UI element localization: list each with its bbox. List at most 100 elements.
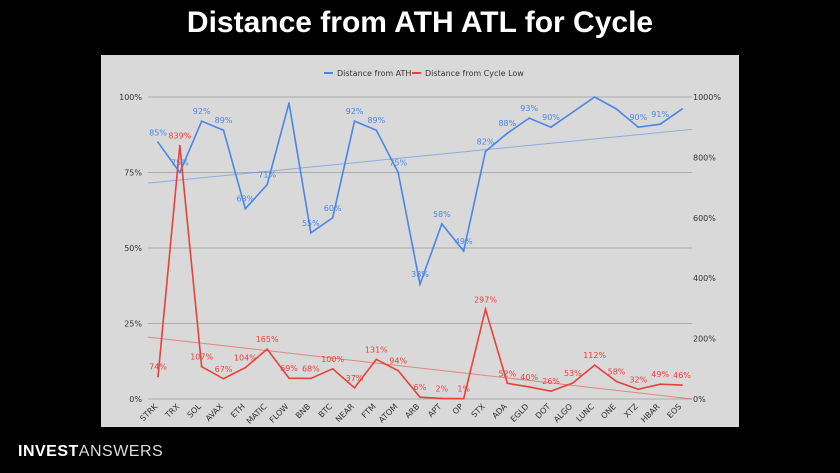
x-category-label: ARB: [403, 402, 421, 420]
data-point: [484, 150, 487, 153]
data-point: [484, 308, 487, 311]
data-point: [309, 377, 312, 380]
x-category-label: EOS: [665, 402, 683, 420]
data-point: [571, 111, 574, 113]
data-point: [528, 117, 531, 120]
data-label: 40%: [520, 373, 538, 382]
data-label: 107%: [190, 353, 213, 362]
data-label: 297%: [474, 295, 497, 304]
data-labels: 85%75%92%89%63%71%55%60%92%89%75%38%58%4…: [149, 104, 691, 394]
x-category-label: AVAX: [204, 402, 225, 423]
data-label: 67%: [215, 365, 233, 374]
x-category-label: STX: [470, 402, 488, 420]
x-category-label: EGLD: [509, 402, 531, 424]
x-category-label: SOL: [186, 402, 204, 420]
data-point: [331, 367, 334, 370]
data-point: [266, 183, 269, 186]
data-label: 49%: [651, 370, 669, 379]
data-point: [288, 102, 290, 104]
data-point: [462, 250, 465, 252]
data-label: 6%: [414, 383, 427, 392]
data-label: 89%: [367, 116, 385, 125]
chart-panel: 85% 75% 92% 89% 63% 71% 55% 60% 92% 89% 75% 38% 58% 4…: [101, 55, 739, 427]
y-right-tick: 400%: [693, 274, 716, 283]
legend-label: Distance from ATH: [337, 69, 411, 78]
brand-logo: INVESTANSWERS: [18, 443, 163, 461]
x-category-label: APT: [426, 402, 443, 419]
data-label: 112%: [583, 351, 606, 360]
data-label: 74%: [149, 363, 167, 372]
data-label: 75%: [171, 159, 189, 168]
data-point: [681, 384, 683, 387]
data-label: 46%: [673, 371, 691, 380]
grid-lines: [148, 96, 692, 400]
data-point: [157, 141, 159, 144]
data-point: [244, 366, 247, 369]
data-label: 58%: [608, 367, 626, 376]
data-label: 2%: [435, 384, 448, 393]
data-label: 131%: [365, 345, 388, 354]
data-point: [222, 377, 225, 380]
trendline-cycle-low: [147, 336, 693, 400]
data-point: [440, 397, 443, 400]
x-category-label: DOT: [534, 402, 553, 421]
data-label: 60%: [324, 204, 342, 213]
data-point: [266, 348, 269, 351]
x-category-label: ATOM: [377, 402, 400, 425]
y-right-tick: 1000%: [693, 93, 721, 102]
data-point: [506, 382, 509, 385]
y-left-tick: 50%: [124, 244, 142, 253]
data-point: [178, 144, 181, 147]
data-label: 94%: [389, 357, 407, 366]
data-label: 69%: [280, 364, 298, 373]
data-label: 88%: [498, 119, 516, 128]
data-label: 37%: [346, 374, 364, 383]
brand-part-2: ANSWERS: [78, 443, 164, 460]
data-label: 68%: [302, 364, 320, 373]
data-point: [659, 383, 662, 386]
data-point: [593, 96, 596, 98]
data-label: 90%: [629, 113, 647, 122]
data-point: [309, 232, 312, 234]
data-point: [637, 388, 640, 391]
data-point: [528, 386, 531, 388]
x-category-label: ONE: [599, 402, 618, 421]
data-point: [353, 120, 356, 123]
data-label: 104%: [234, 354, 257, 363]
x-category-label: HBAR: [639, 402, 662, 425]
trendline-ath: [147, 128, 693, 184]
x-category-label: XTZ: [622, 402, 640, 420]
data-label: 71%: [258, 171, 276, 180]
data-point: [375, 129, 378, 132]
legend-label: Distance from Cycle Low: [425, 69, 524, 78]
data-point: [615, 380, 618, 383]
y-right-tick: 800%: [693, 153, 716, 162]
data-label: 100%: [321, 355, 344, 364]
data-point: [331, 216, 334, 219]
data-label: 63%: [236, 195, 254, 204]
data-label: 92%: [193, 107, 211, 116]
y-left-tick: 0%: [129, 395, 142, 404]
legend: Distance from ATH Distance from Cycle Low: [324, 69, 524, 78]
data-label: 52%: [498, 369, 516, 378]
data-point: [550, 390, 552, 393]
data-point: [200, 120, 203, 123]
data-point: [593, 364, 596, 367]
x-category-label: MATIC: [245, 402, 269, 426]
data-point: [397, 369, 400, 372]
data-point: [288, 377, 290, 380]
series-line-ath: [157, 96, 683, 288]
x-category-label: FLOW: [268, 402, 291, 425]
data-label: 91%: [651, 110, 669, 119]
data-label: 49%: [455, 237, 473, 246]
data-label: 92%: [346, 107, 364, 116]
data-label: 53%: [564, 369, 582, 378]
data-label: 165%: [256, 335, 279, 344]
x-category-label: BNB: [294, 402, 312, 420]
data-label: 38%: [411, 270, 429, 279]
y-right-tick: 0%: [693, 395, 706, 404]
trendlines: [147, 128, 693, 400]
data-point: [506, 132, 509, 135]
data-label: 75%: [389, 159, 407, 168]
y-left-tick: 75%: [124, 169, 142, 178]
